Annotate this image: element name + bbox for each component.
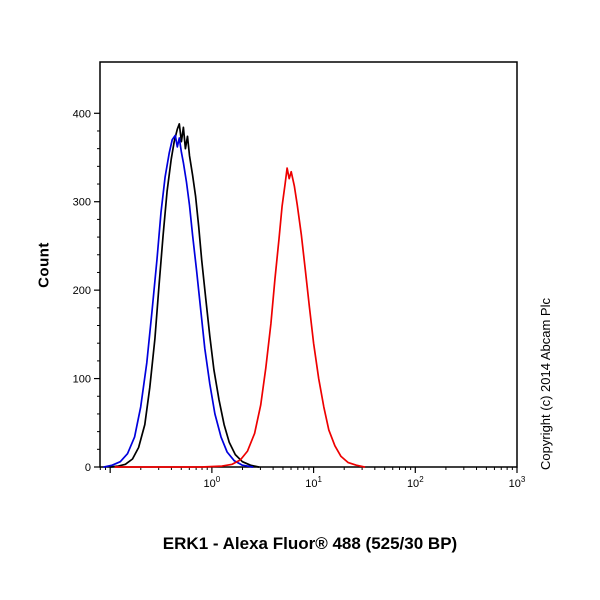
histogram-curve-blue: [103, 134, 254, 468]
histogram-curve-red: [114, 167, 366, 468]
y-tick-label: 300: [73, 197, 91, 209]
chart-title: ERK1 - Alexa Fluor® 488 (525/30 BP): [162, 534, 458, 553]
histogram-curve-black: [109, 123, 260, 468]
plot-frame: [99, 61, 518, 468]
y-tick-label: 400: [73, 108, 91, 120]
x-tick-label: 103: [509, 475, 526, 490]
copyright-text: Copyright (c) 2014 Abcam Plc: [538, 298, 553, 470]
y-tick-label: 100: [73, 374, 91, 386]
y-tick-label: 0: [85, 462, 91, 474]
x-tick-label: 100: [204, 475, 221, 490]
y-axis-label: Count: [35, 242, 53, 288]
y-tick-label: 200: [73, 285, 91, 297]
x-tick-label: 101: [305, 475, 322, 490]
x-tick-label: 102: [407, 475, 424, 490]
